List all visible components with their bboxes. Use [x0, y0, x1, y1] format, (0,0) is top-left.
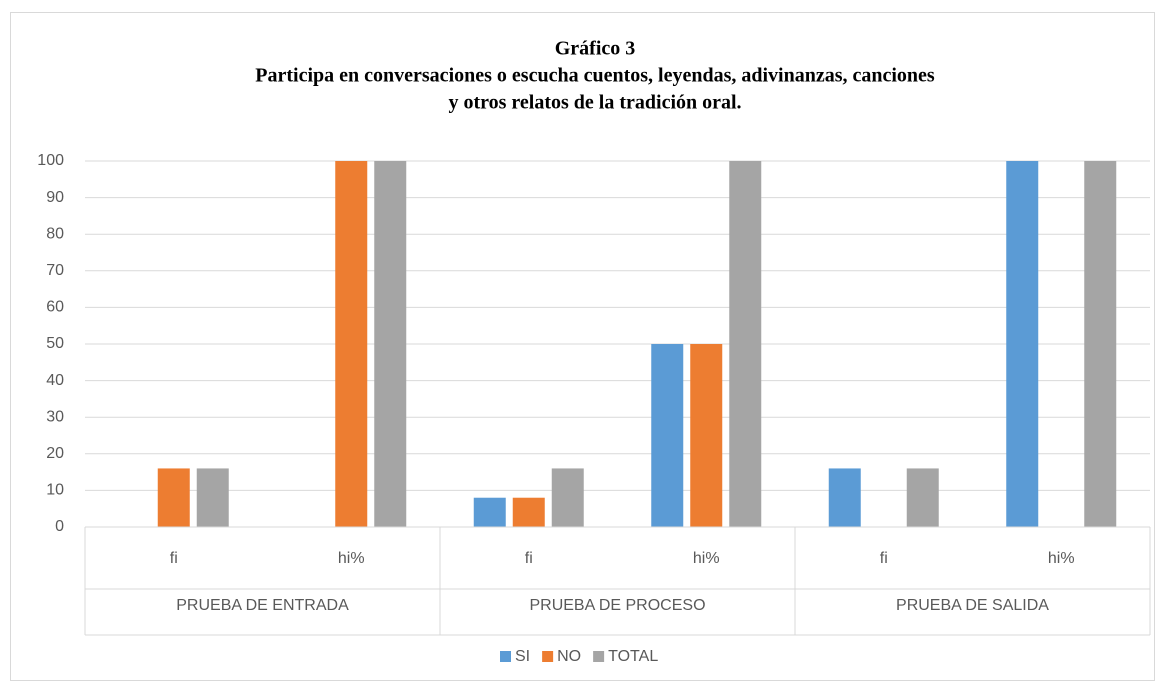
bar	[651, 344, 684, 527]
bar	[828, 468, 861, 527]
y-tick-label: 80	[46, 225, 64, 242]
bar	[1084, 161, 1117, 527]
x-tick-label: hi%	[1048, 550, 1075, 567]
y-tick-label: 90	[46, 189, 64, 206]
bar	[374, 161, 407, 527]
bar	[335, 161, 368, 527]
x-tick-label: fi	[170, 550, 178, 567]
bar	[906, 468, 939, 527]
bar	[157, 468, 190, 527]
legend-swatch	[500, 651, 511, 662]
bar	[196, 468, 229, 527]
bar	[690, 344, 723, 527]
chart-title: Participa en conversaciones o escucha cu…	[255, 65, 935, 87]
group-label: PRUEBA DE SALIDA	[896, 597, 1049, 614]
y-tick-label: 20	[46, 445, 64, 462]
bar	[1006, 161, 1039, 527]
y-tick-label: 30	[46, 408, 64, 425]
x-tick-label: hi%	[693, 550, 720, 567]
bar	[729, 161, 762, 527]
y-tick-label: 60	[46, 299, 64, 316]
chart-title: y otros relatos de la tradición oral.	[448, 92, 741, 114]
bar	[512, 497, 545, 527]
x-tick-label: fi	[525, 550, 533, 567]
x-tick-label: hi%	[338, 550, 365, 567]
group-label: PRUEBA DE ENTRADA	[176, 597, 349, 614]
x-tick-label: fi	[880, 550, 888, 567]
y-tick-label: 70	[46, 262, 64, 279]
bar	[551, 468, 584, 527]
chart-border	[10, 12, 1155, 681]
legend-swatch	[593, 651, 605, 662]
y-tick-label: 50	[46, 335, 64, 352]
bar	[473, 497, 506, 527]
legend-swatch	[542, 651, 554, 662]
legend-label: NO	[557, 648, 581, 665]
y-tick-label: 0	[55, 518, 64, 535]
legend-label: SI	[515, 648, 530, 665]
legend-label: TOTAL	[608, 648, 658, 665]
group-label: PRUEBA DE PROCESO	[529, 597, 705, 614]
chart-title: Gráfico 3	[555, 38, 636, 60]
y-tick-label: 100	[37, 152, 64, 169]
y-tick-label: 10	[46, 482, 64, 499]
y-tick-label: 40	[46, 372, 64, 389]
